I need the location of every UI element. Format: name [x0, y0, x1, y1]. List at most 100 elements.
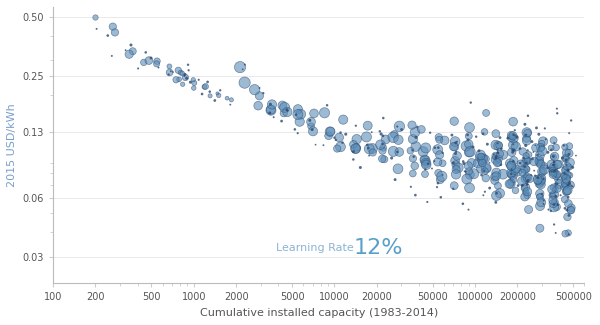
- Point: [152, 58, 162, 64]
- Point: [565, 144, 574, 149]
- Point: [397, 127, 406, 132]
- Point: [392, 124, 402, 129]
- Point: [550, 205, 559, 210]
- Point: [479, 193, 488, 198]
- Point: [205, 93, 215, 98]
- Point: [465, 185, 475, 190]
- Point: [517, 178, 527, 184]
- Point: [561, 156, 571, 161]
- Point: [551, 230, 560, 236]
- Point: [363, 123, 373, 128]
- Point: [266, 107, 275, 112]
- Point: [495, 191, 505, 196]
- Point: [520, 167, 529, 173]
- Point: [394, 150, 404, 155]
- Point: [255, 85, 265, 91]
- Point: [438, 172, 448, 177]
- Point: [181, 75, 190, 80]
- Point: [421, 162, 431, 167]
- Point: [491, 170, 501, 175]
- Point: [544, 207, 553, 212]
- Point: [324, 133, 334, 138]
- Point: [458, 201, 467, 206]
- Point: [121, 47, 130, 53]
- Point: [152, 61, 161, 66]
- Point: [535, 153, 545, 158]
- Point: [482, 142, 492, 147]
- Point: [168, 70, 178, 75]
- Point: [508, 172, 518, 177]
- Point: [416, 127, 426, 132]
- Point: [548, 168, 557, 174]
- Point: [406, 148, 415, 153]
- Point: [560, 144, 569, 150]
- Point: [493, 183, 503, 188]
- Point: [434, 145, 443, 150]
- Point: [535, 158, 544, 163]
- Point: [491, 173, 501, 178]
- Point: [507, 150, 517, 155]
- Point: [448, 186, 458, 191]
- Point: [506, 135, 516, 140]
- Point: [552, 204, 562, 209]
- Point: [520, 161, 529, 166]
- Point: [466, 100, 476, 105]
- Point: [133, 66, 143, 71]
- Point: [449, 119, 459, 124]
- Point: [566, 183, 575, 188]
- Point: [527, 139, 536, 144]
- Point: [238, 67, 247, 72]
- Point: [368, 150, 377, 155]
- Point: [519, 155, 529, 161]
- Point: [566, 118, 576, 123]
- Point: [535, 181, 544, 186]
- Point: [564, 213, 574, 218]
- Point: [523, 175, 532, 180]
- Point: [522, 130, 532, 135]
- Point: [560, 167, 570, 172]
- Point: [424, 161, 433, 166]
- Point: [524, 207, 533, 212]
- Point: [506, 180, 516, 185]
- Point: [535, 194, 545, 200]
- Point: [550, 187, 560, 192]
- Point: [550, 140, 559, 146]
- Point: [254, 93, 264, 98]
- Point: [523, 148, 532, 153]
- Point: [550, 200, 560, 205]
- Point: [430, 159, 439, 164]
- Point: [451, 162, 461, 167]
- Point: [563, 201, 573, 206]
- Point: [509, 158, 518, 163]
- Point: [203, 79, 212, 84]
- Point: [535, 226, 545, 231]
- Point: [512, 166, 521, 172]
- Point: [176, 70, 185, 75]
- Point: [554, 162, 563, 167]
- Point: [351, 146, 361, 151]
- Point: [427, 166, 437, 171]
- Point: [433, 180, 443, 186]
- Point: [559, 184, 569, 189]
- Point: [549, 159, 559, 164]
- Point: [493, 150, 503, 156]
- Point: [508, 148, 517, 153]
- Point: [538, 139, 548, 144]
- Point: [536, 145, 545, 150]
- Point: [543, 150, 553, 155]
- Point: [139, 60, 149, 65]
- Point: [379, 115, 388, 121]
- Point: [539, 176, 548, 182]
- Point: [494, 156, 503, 161]
- Point: [551, 194, 560, 199]
- Point: [565, 160, 575, 165]
- Point: [197, 91, 207, 97]
- Point: [489, 151, 499, 157]
- Point: [381, 137, 391, 142]
- Point: [349, 157, 358, 162]
- Point: [491, 142, 500, 148]
- Point: [376, 131, 386, 136]
- Point: [305, 118, 314, 123]
- Point: [210, 98, 220, 103]
- Point: [364, 146, 373, 151]
